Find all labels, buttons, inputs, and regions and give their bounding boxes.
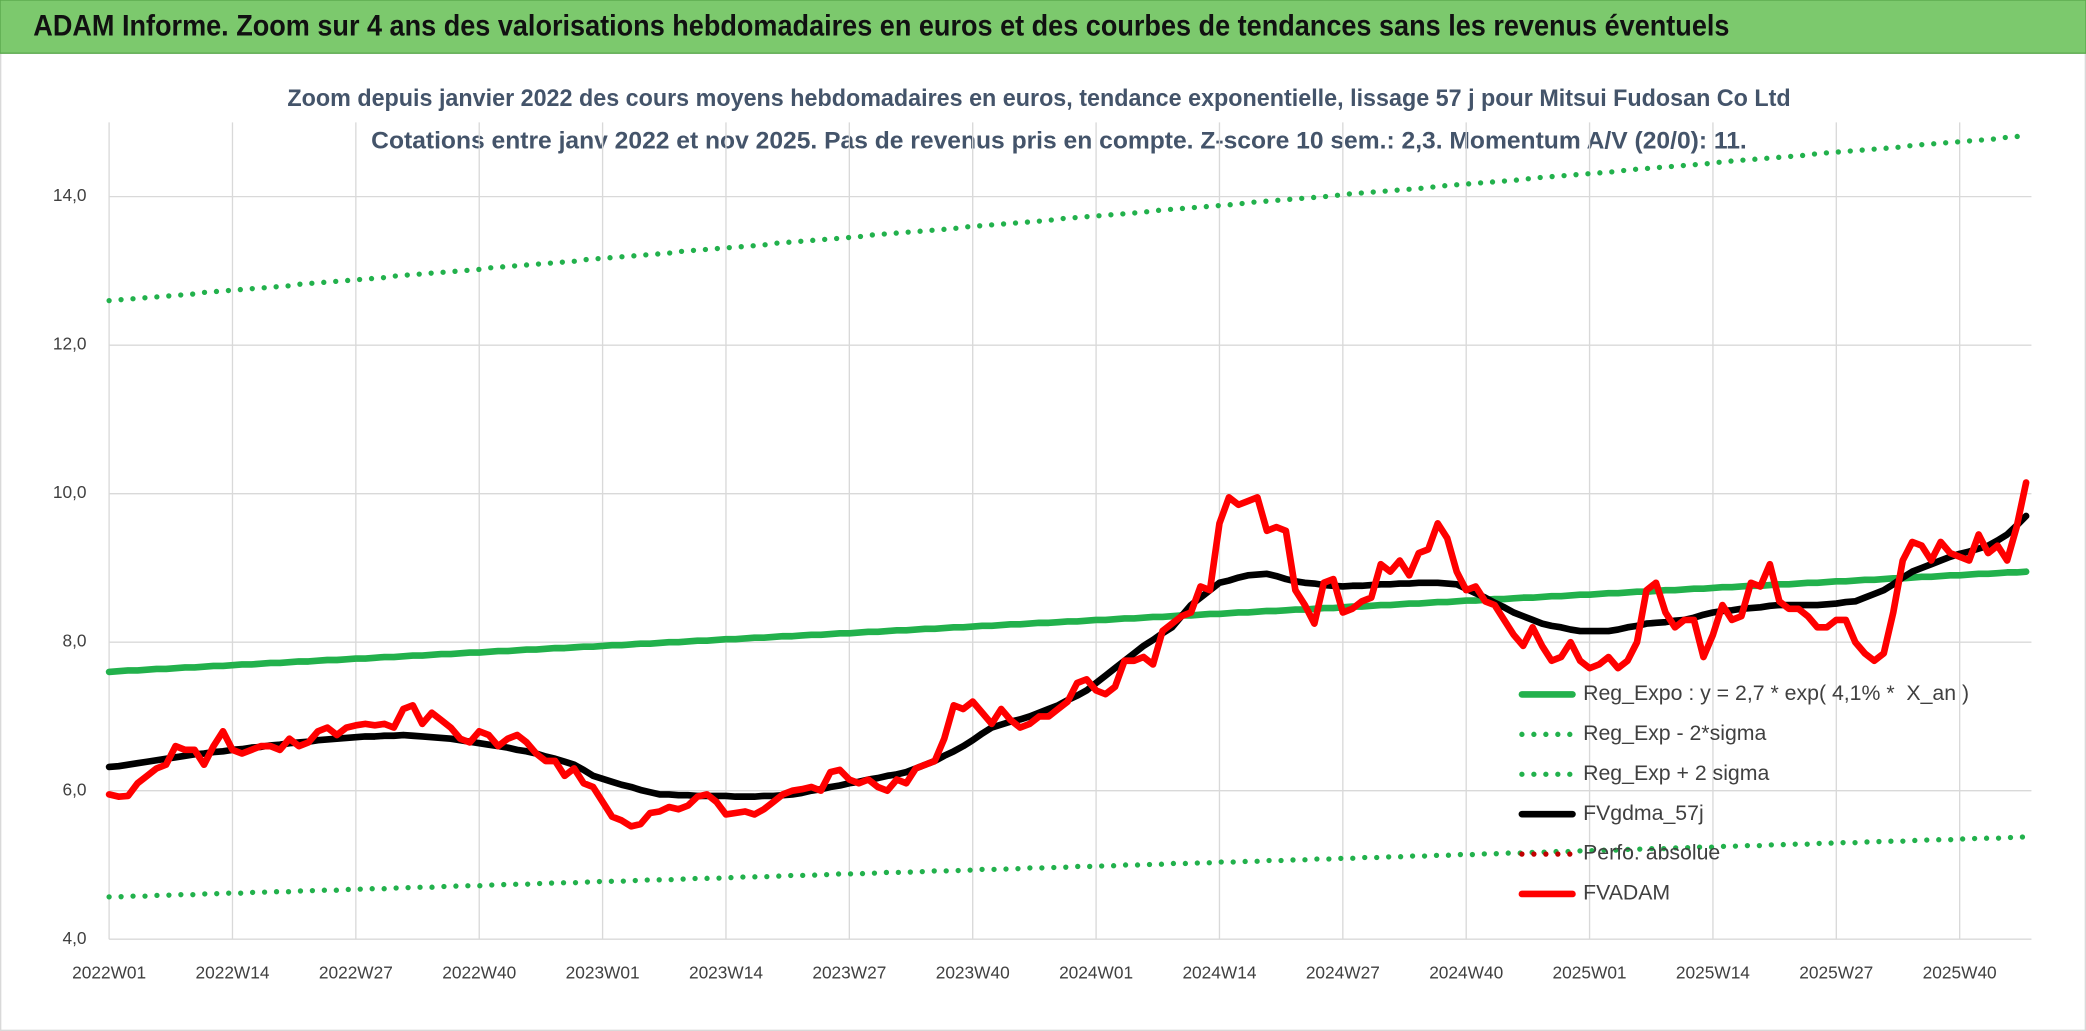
x-tick-label: 2022W40	[442, 962, 516, 982]
y-tick-label: 12,0	[53, 334, 87, 354]
x-tick-label: 2024W01	[1059, 962, 1133, 982]
series-line	[105, 568, 2030, 676]
series-line	[105, 479, 2030, 830]
header-title: ADAM Informe. Zoom sur 4 ans des valoris…	[33, 11, 1729, 43]
chart-title: Zoom depuis janvier 2022 des cours moyen…	[287, 85, 1790, 112]
x-tick-label: 2023W40	[936, 962, 1010, 982]
x-tick-label: 2022W14	[195, 962, 269, 982]
x-tick-label: 2024W14	[1182, 962, 1256, 982]
x-tick-label: 2023W01	[566, 962, 640, 982]
y-tick-label: 6,0	[62, 779, 86, 799]
y-tick-label: 4,0	[62, 928, 86, 948]
x-tick-label: 2024W27	[1306, 962, 1380, 982]
x-tick-label: 2023W27	[812, 962, 886, 982]
x-tick-label: 2025W27	[1799, 962, 1873, 982]
y-tick-label: 8,0	[62, 631, 86, 651]
x-tick-label: 2025W40	[1923, 962, 1997, 982]
x-tick-label: 2023W14	[689, 962, 763, 982]
x-tick-label: 2025W01	[1553, 962, 1627, 982]
x-tick-label: 2025W14	[1676, 962, 1750, 982]
legend-label: Reg_Exp + 2 sigma	[1583, 761, 1769, 785]
y-tick-label: 10,0	[53, 482, 87, 502]
series-line	[106, 834, 2029, 900]
header-bar	[0, 0, 2086, 54]
legend-label: Reg_Exp - 2*sigma	[1583, 721, 1766, 745]
legend-label: Reg_Expo : y = 2,7 * exp( 4,1% * X_an )	[1583, 681, 1969, 705]
series-line	[106, 133, 2029, 304]
x-tick-label: 2022W27	[319, 962, 393, 982]
chart-subtitle: Cotations entre janv 2022 et nov 2025. P…	[371, 128, 1747, 155]
x-tick-label: 2024W40	[1429, 962, 1503, 982]
x-tick-label: 2022W01	[72, 962, 146, 982]
legend-label: FVADAM	[1583, 881, 1670, 905]
legend-label: FVgdma_57j	[1583, 801, 1704, 825]
legend-label: Perfo. absolue	[1583, 841, 1720, 865]
y-tick-label: 14,0	[53, 185, 87, 205]
